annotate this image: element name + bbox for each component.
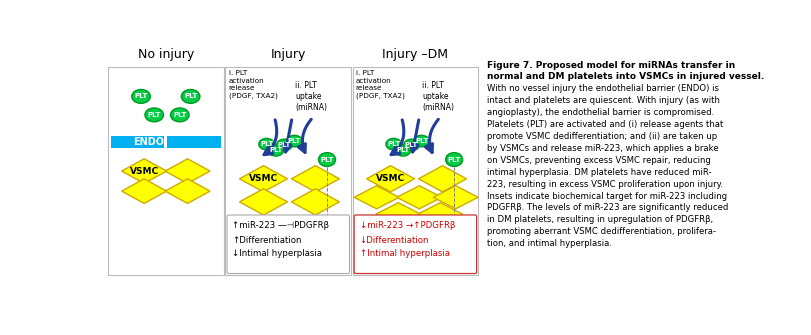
- Polygon shape: [291, 189, 339, 215]
- Text: ENDO: ENDO: [133, 137, 164, 147]
- Text: No injury: No injury: [138, 48, 194, 61]
- Text: PLT: PLT: [387, 141, 400, 147]
- Text: PLT: PLT: [277, 142, 290, 148]
- Bar: [108, 67, 224, 275]
- Text: PLT: PLT: [405, 142, 418, 148]
- Text: PLT: PLT: [260, 141, 273, 147]
- Text: ↓Differentiation: ↓Differentiation: [359, 236, 428, 245]
- Bar: [110, 136, 164, 148]
- Text: PLT: PLT: [320, 156, 333, 162]
- Polygon shape: [239, 189, 287, 215]
- Ellipse shape: [181, 89, 200, 103]
- Ellipse shape: [131, 89, 150, 103]
- Bar: [225, 67, 350, 275]
- Ellipse shape: [395, 144, 410, 156]
- Ellipse shape: [445, 153, 462, 166]
- Ellipse shape: [286, 135, 302, 147]
- Text: PLT: PLT: [173, 112, 187, 118]
- FancyArrowPatch shape: [298, 119, 311, 152]
- Bar: [352, 67, 478, 275]
- Polygon shape: [418, 166, 466, 192]
- Polygon shape: [122, 159, 166, 184]
- Ellipse shape: [385, 138, 401, 150]
- Bar: [167, 136, 221, 148]
- Text: Figure 7. Proposed model for miRNAs transfer in
normal and DM platelets into VSM: Figure 7. Proposed model for miRNAs tran…: [487, 61, 764, 81]
- FancyBboxPatch shape: [227, 215, 349, 273]
- Text: VSMC: VSMC: [130, 166, 158, 176]
- Ellipse shape: [318, 153, 335, 166]
- Polygon shape: [122, 179, 166, 203]
- Ellipse shape: [403, 139, 418, 151]
- Text: ↓miR-223 →↑PDGFRβ: ↓miR-223 →↑PDGFRβ: [359, 221, 454, 230]
- Ellipse shape: [170, 108, 189, 122]
- Polygon shape: [239, 166, 287, 192]
- Text: PLT: PLT: [447, 156, 461, 162]
- Text: PLT: PLT: [269, 147, 282, 153]
- Polygon shape: [432, 186, 478, 209]
- FancyBboxPatch shape: [354, 215, 476, 273]
- Ellipse shape: [259, 138, 274, 150]
- Ellipse shape: [144, 108, 163, 122]
- Polygon shape: [291, 166, 339, 192]
- Polygon shape: [366, 166, 414, 192]
- Text: ii. PLT
uptake
(miRNA): ii. PLT uptake (miRNA): [422, 81, 454, 112]
- Ellipse shape: [268, 144, 283, 156]
- Text: VSMC: VSMC: [249, 174, 277, 183]
- Polygon shape: [354, 186, 399, 209]
- Text: ii. PLT
uptake
(miRNA): ii. PLT uptake (miRNA): [295, 81, 327, 112]
- Text: i. PLT
activation
release
(PDGF, TXA2): i. PLT activation release (PDGF, TXA2): [229, 70, 277, 99]
- Ellipse shape: [277, 139, 292, 151]
- Text: PLT: PLT: [148, 112, 161, 118]
- Polygon shape: [397, 186, 441, 209]
- Text: ↑Differentiation: ↑Differentiation: [232, 236, 302, 245]
- Text: ↓Intimal hyperplasia: ↓Intimal hyperplasia: [232, 249, 322, 258]
- Text: PLT: PLT: [184, 93, 197, 99]
- Text: With no vessel injury the endothelial barrier (ENDO) is
intact and platelets are: With no vessel injury the endothelial ba…: [487, 84, 728, 248]
- Text: VSMC: VSMC: [375, 174, 405, 183]
- FancyArrowPatch shape: [283, 120, 291, 152]
- Text: PLT: PLT: [134, 93, 148, 99]
- Text: PLT: PLT: [414, 138, 427, 144]
- FancyArrowPatch shape: [425, 119, 438, 152]
- Text: PLT: PLT: [396, 147, 410, 153]
- Text: ↑Intimal hyperplasia: ↑Intimal hyperplasia: [359, 249, 449, 258]
- Polygon shape: [375, 203, 420, 226]
- Polygon shape: [165, 159, 210, 184]
- FancyArrowPatch shape: [391, 120, 403, 155]
- Text: PLT: PLT: [287, 138, 301, 144]
- Text: Injury: Injury: [270, 48, 306, 61]
- FancyArrowPatch shape: [410, 120, 418, 152]
- Polygon shape: [165, 179, 210, 203]
- Text: ↑miR-223 —⊣PDGFRβ: ↑miR-223 —⊣PDGFRβ: [232, 221, 329, 230]
- Text: i. PLT
activation
release
(PDGF, TXA2): i. PLT activation release (PDGF, TXA2): [355, 70, 404, 99]
- Polygon shape: [417, 203, 462, 226]
- Text: Injury –DM: Injury –DM: [382, 48, 448, 61]
- Ellipse shape: [414, 135, 429, 147]
- FancyArrowPatch shape: [264, 120, 277, 155]
